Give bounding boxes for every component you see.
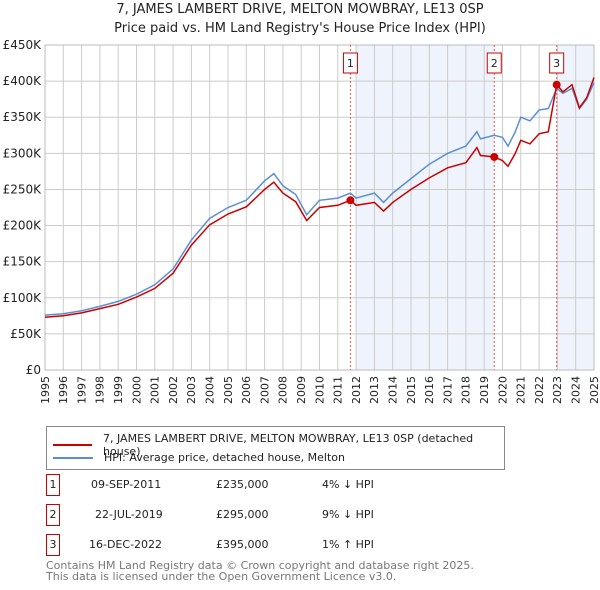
price-chart: £0 £50K £100K £150K £200K £250K £300K £350K £400… [3, 38, 600, 404]
shaded-region [356, 45, 495, 370]
x-tick-label: 2017 [441, 376, 454, 404]
x-tick-label: 2022 [533, 376, 546, 404]
sale-badge: 1 [46, 474, 60, 496]
y-tick-label: £400K [3, 74, 43, 88]
y-tick-label: £150K [3, 255, 43, 269]
x-tick-label: 2023 [551, 376, 564, 404]
legend-label-hpi: HPI: Average price, detached house, Melt… [104, 451, 345, 464]
sale-point [490, 152, 499, 161]
chart-title: 7, JAMES LAMBERT DRIVE, MELTON MOWBRAY, … [116, 2, 484, 17]
plot-frame [44, 44, 595, 371]
legend: 7, JAMES LAMBERT DRIVE, MELTON MOWBRAY, … [46, 426, 505, 470]
x-tick-label: 2016 [423, 376, 436, 404]
x-tick-label: 2021 [515, 376, 528, 404]
sale-label: 1 [347, 57, 354, 70]
legend-item-property: 7, JAMES LAMBERT DRIVE, MELTON MOWBRAY, … [53, 432, 504, 458]
x-tick-label: 1995 [39, 376, 52, 404]
footer-line-1: Contains HM Land Registry data © Crown c… [46, 559, 474, 572]
sale-badge: 3 [46, 534, 60, 556]
y-tick-label: £0 [26, 363, 41, 377]
sale-label: 2 [491, 57, 498, 70]
x-tick-label: 1998 [94, 376, 107, 404]
x-tick-label: 2000 [130, 376, 143, 404]
x-tick-label: 2024 [570, 376, 583, 404]
y-tick-label: £50K [10, 327, 42, 341]
x-tick-label: 2015 [405, 376, 418, 404]
x-tick-label: 2004 [204, 376, 217, 404]
sale-date: 16-DEC-2022 [89, 538, 163, 551]
x-tick-label: 2012 [350, 376, 363, 404]
x-tick-label: 2001 [149, 376, 162, 404]
sale-label-box [549, 52, 565, 74]
footer: Contains HM Land Registry data © Crown c… [46, 560, 474, 582]
property-price-line [44, 77, 595, 319]
sale-row: 3 16-DEC-2022 £395,000 1% ↑ HPI [46, 534, 466, 556]
sale-date: 09-SEP-2011 [91, 478, 162, 491]
x-tick-label: 1997 [75, 376, 88, 404]
sale-point [346, 196, 355, 205]
sale-date: 22-JUL-2019 [95, 508, 163, 521]
x-tick-label: 2005 [222, 376, 235, 404]
y-tick-label: £300K [3, 146, 43, 160]
sale-price: £295,000 [216, 508, 269, 521]
x-tick-label: 2006 [240, 376, 253, 404]
legend-item-hpi: HPI: Average price, detached house, Melt… [53, 451, 345, 464]
y-tick-label: £250K [3, 182, 43, 196]
sale-row: 2 22-JUL-2019 £295,000 9% ↓ HPI [46, 504, 466, 526]
footer-line-2: This data is licensed under the Open Gov… [46, 570, 397, 583]
hpi-line [44, 82, 595, 316]
y-tick-label: £200K [3, 219, 43, 233]
x-tick-label: 2014 [387, 376, 400, 404]
chart-subtitle: Price paid vs. HM Land Registry's House … [114, 21, 486, 36]
sale-price: £395,000 [216, 538, 269, 551]
sale-row: 1 09-SEP-2011 £235,000 4% ↓ HPI [46, 474, 466, 496]
x-tick-label: 2010 [313, 376, 326, 404]
x-tick-label: 2013 [368, 376, 381, 404]
x-tick-label: 2008 [277, 376, 290, 404]
x-tick-label: 1999 [112, 376, 125, 404]
sale-badge: 2 [46, 504, 60, 526]
y-tick-label: £450K [3, 38, 43, 52]
x-tick-label: 2025 [588, 376, 600, 404]
x-tick-label: 2020 [496, 376, 509, 404]
sale-price: £235,000 [216, 478, 269, 491]
sale-hpi-diff: 1% ↑ HPI [322, 538, 374, 551]
x-tick-label: 1996 [57, 376, 70, 404]
sale-hpi-diff: 9% ↓ HPI [322, 508, 374, 521]
legend-swatch-property [53, 444, 93, 446]
y-tick-label: £100K [3, 291, 43, 305]
sale-label-box [342, 52, 358, 74]
x-tick-label: 2007 [258, 376, 271, 404]
y-tick-label: £350K [3, 110, 43, 124]
legend-label-property: 7, JAMES LAMBERT DRIVE, MELTON MOWBRAY, … [103, 432, 474, 458]
sale-hpi-diff: 4% ↓ HPI [322, 478, 374, 491]
x-tick-label: 2009 [295, 376, 308, 404]
x-tick-label: 2018 [460, 376, 473, 404]
legend-swatch-hpi [53, 456, 93, 459]
sale-label-box [486, 52, 502, 74]
x-tick-label: 2019 [478, 376, 491, 404]
sale-label: 3 [553, 57, 560, 70]
x-tick-label: 2011 [332, 376, 345, 404]
x-tick-label: 2002 [167, 376, 180, 404]
x-tick-label: 2003 [185, 376, 198, 404]
sale-point [552, 80, 561, 89]
